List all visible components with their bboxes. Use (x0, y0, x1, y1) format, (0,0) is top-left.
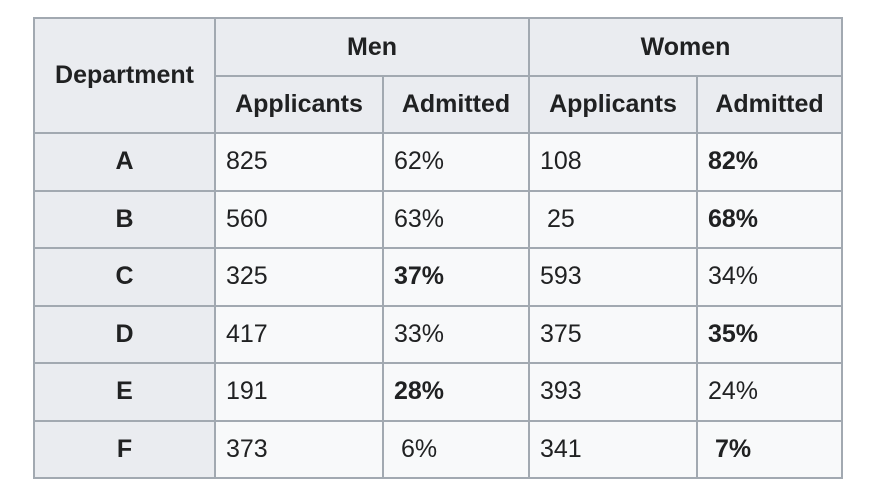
women-applicants-cell: 25 (528, 189, 698, 249)
women-admitted-cell: 82% (696, 132, 843, 192)
department-cell: B (33, 189, 216, 249)
women-applicants-cell: 375 (528, 304, 698, 364)
department-cell: C (33, 247, 216, 307)
women-admitted-header: Admitted (696, 75, 843, 134)
women-admitted-cell: 35% (696, 304, 843, 364)
men-applicants-cell: 191 (214, 362, 384, 422)
men-applicants-cell: 560 (214, 189, 384, 249)
men-applicants-header: Applicants (214, 75, 384, 134)
women-admitted-cell: 68% (696, 189, 843, 249)
table-row: F 373 6% 341 7% (33, 419, 843, 479)
department-header: Department (33, 17, 216, 134)
women-admitted-cell: 34% (696, 247, 843, 307)
department-cell: E (33, 362, 216, 422)
women-applicants-cell: 593 (528, 247, 698, 307)
men-admitted-cell: 62% (382, 132, 530, 192)
department-cell: F (33, 419, 216, 479)
men-admitted-cell: 28% (382, 362, 530, 422)
men-admitted-cell: 63% (382, 189, 530, 249)
admissions-table: Department Men Women Applicants Admitted… (33, 17, 843, 479)
table-row: C 325 37% 593 34% (33, 247, 843, 307)
table-row: E 191 28% 393 24% (33, 362, 843, 422)
women-applicants-cell: 341 (528, 419, 698, 479)
department-cell: A (33, 132, 216, 192)
women-applicants-cell: 108 (528, 132, 698, 192)
men-applicants-cell: 417 (214, 304, 384, 364)
header-row-groups: Department Men Women (33, 17, 843, 134)
men-admitted-header: Admitted (382, 75, 530, 134)
men-admitted-cell: 6% (382, 419, 530, 479)
table-row: B 560 63% 25 68% (33, 189, 843, 249)
header-row-columns: Applicants Admitted Applicants Admitted (34, 75, 843, 134)
men-admitted-cell: 33% (382, 304, 530, 364)
men-applicants-cell: 325 (214, 247, 384, 307)
women-admitted-cell: 7% (696, 419, 843, 479)
table-row: A 825 62% 108 82% (33, 132, 843, 192)
men-admitted-cell: 37% (382, 247, 530, 307)
men-applicants-cell: 373 (214, 419, 384, 479)
women-applicants-header: Applicants (528, 75, 698, 134)
department-cell: D (33, 304, 216, 364)
table-row: D 417 33% 375 35% (33, 304, 843, 364)
men-applicants-cell: 825 (214, 132, 384, 192)
men-group-header: Men (214, 17, 530, 77)
women-group-header: Women (528, 17, 843, 77)
women-admitted-cell: 24% (696, 362, 843, 422)
women-applicants-cell: 393 (528, 362, 698, 422)
